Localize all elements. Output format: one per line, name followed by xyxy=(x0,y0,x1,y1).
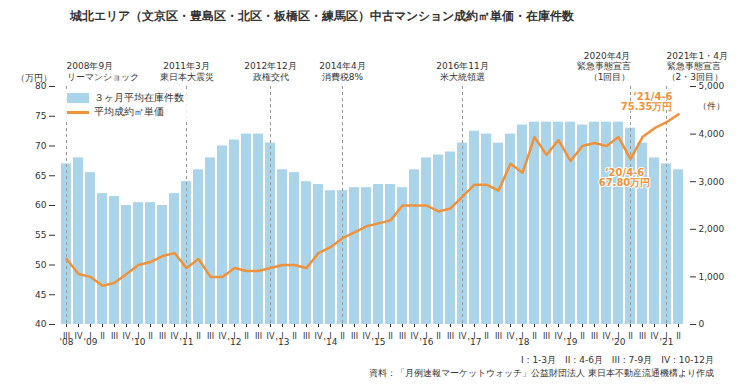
svg-text:IV: IV xyxy=(171,332,179,341)
svg-text:2008年9月リーマンショック: 2008年9月リーマンショック xyxy=(67,61,139,81)
svg-text:II: II xyxy=(676,332,681,341)
svg-text:75: 75 xyxy=(35,111,46,121)
svg-text:‘20/4-667.80万円: ‘20/4-667.80万円 xyxy=(599,167,651,188)
svg-text:0: 0 xyxy=(699,319,705,329)
svg-text:70: 70 xyxy=(35,141,47,151)
svg-text:'08: '08 xyxy=(60,337,74,347)
svg-text:2,000: 2,000 xyxy=(699,224,725,234)
svg-text:2016年11月米大統領選: 2016年11月米大統領選 xyxy=(436,61,488,81)
svg-text:IV: IV xyxy=(651,332,659,341)
svg-text:IV: IV xyxy=(555,332,563,341)
svg-text:80: 80 xyxy=(35,81,47,92)
svg-text:IV: IV xyxy=(267,332,275,341)
svg-text:IV: IV xyxy=(411,332,419,341)
svg-text:III: III xyxy=(639,332,646,341)
svg-text:50: 50 xyxy=(35,260,47,270)
svg-text:'20: '20 xyxy=(612,337,626,347)
svg-text:IV: IV xyxy=(459,332,467,341)
svg-text:'09: '09 xyxy=(84,337,98,347)
html-text:３ヶ月平均在庫件数: ３ヶ月平均在庫件数 xyxy=(94,92,184,103)
svg-text:'21: '21 xyxy=(660,337,674,347)
svg-text:55: 55 xyxy=(35,230,46,240)
svg-text:IV: IV xyxy=(507,332,515,341)
svg-text:'17: '17 xyxy=(468,337,482,347)
svg-text:II: II xyxy=(100,332,105,341)
svg-text:2011年3月東日本大震災: 2011年3月東日本大震災 xyxy=(160,61,214,81)
svg-text:II: II xyxy=(292,332,297,341)
svg-text:IV: IV xyxy=(363,332,371,341)
svg-text:III: III xyxy=(255,332,262,341)
html-text:I : 1-3月 II : 4-6月 III : 7-9月: I : 1-3月 II : 4-6月 III : 7-9月 IV : 10-12… xyxy=(521,355,714,365)
svg-text:II: II xyxy=(196,332,201,341)
svg-text:III: III xyxy=(543,332,550,341)
svg-text:'16: '16 xyxy=(420,337,434,347)
svg-text:'18: '18 xyxy=(516,337,530,347)
svg-text:III: III xyxy=(447,332,454,341)
svg-text:III: III xyxy=(303,332,310,341)
svg-text:4,000: 4,000 xyxy=(699,129,725,139)
svg-text:'11: '11 xyxy=(180,337,194,347)
svg-text:III: III xyxy=(159,332,166,341)
svg-text:‘21/4-675.35万円: ‘21/4-675.35万円 xyxy=(621,91,673,112)
svg-text:III: III xyxy=(591,332,598,341)
svg-text:II: II xyxy=(580,332,585,341)
svg-text:5,000: 5,000 xyxy=(699,81,725,91)
svg-text:III: III xyxy=(207,332,214,341)
svg-text:2012年12月政権交代: 2012年12月政権交代 xyxy=(244,61,296,81)
html-text:城北エリア（文京区・豊島区・北区・板橋区・練馬区）中古マンシ: 城北エリア（文京区・豊島区・北区・板橋区・練馬区）中古マンション成約㎡単価・在庫… xyxy=(70,9,574,23)
svg-text:（件）: （件） xyxy=(698,101,725,111)
svg-text:III: III xyxy=(351,332,358,341)
svg-text:'10: '10 xyxy=(132,337,146,347)
svg-text:（万円）: （万円） xyxy=(16,73,52,83)
svg-text:1,000: 1,000 xyxy=(699,272,725,282)
svg-text:'19: '19 xyxy=(564,337,578,347)
svg-text:IV: IV xyxy=(123,332,131,341)
svg-text:III: III xyxy=(111,332,118,341)
svg-text:'14: '14 xyxy=(324,337,338,347)
svg-text:2014年4月消費税8%: 2014年4月消費税8% xyxy=(319,61,366,81)
svg-text:2021年1・4月緊急事態宣言（2・3回目）: 2021年1・4月緊急事態宣言（2・3回目） xyxy=(667,51,728,82)
svg-text:'15: '15 xyxy=(372,337,386,347)
svg-text:3,000: 3,000 xyxy=(699,177,725,187)
svg-text:2020年4月緊急事態宣言（1回目）: 2020年4月緊急事態宣言（1回目） xyxy=(577,51,631,82)
html-text:平均成約㎡単価: 平均成約㎡単価 xyxy=(94,106,164,117)
svg-text:IV: IV xyxy=(75,332,83,341)
svg-text:'12: '12 xyxy=(228,337,242,347)
svg-text:60: 60 xyxy=(35,200,47,210)
svg-text:40: 40 xyxy=(35,319,47,329)
svg-text:45: 45 xyxy=(35,290,46,300)
svg-text:II: II xyxy=(436,332,441,341)
svg-text:II: II xyxy=(244,332,249,341)
svg-text:II: II xyxy=(340,332,345,341)
svg-text:II: II xyxy=(532,332,537,341)
svg-text:II: II xyxy=(628,332,633,341)
svg-text:III: III xyxy=(399,332,406,341)
svg-text:IV: IV xyxy=(315,332,323,341)
svg-text:65: 65 xyxy=(35,171,46,181)
svg-text:IV: IV xyxy=(603,332,611,341)
svg-text:II: II xyxy=(388,332,393,341)
svg-text:'13: '13 xyxy=(276,337,290,347)
svg-text:III: III xyxy=(495,332,502,341)
html-text:資料：「月例速報マーケットウォッチ」公益財団法人 東日本不動: 資料：「月例速報マーケットウォッチ」公益財団法人 東日本不動産流通機構より作成 xyxy=(369,368,714,378)
svg-text:II: II xyxy=(484,332,489,341)
svg-text:II: II xyxy=(148,332,153,341)
svg-text:IV: IV xyxy=(219,332,227,341)
